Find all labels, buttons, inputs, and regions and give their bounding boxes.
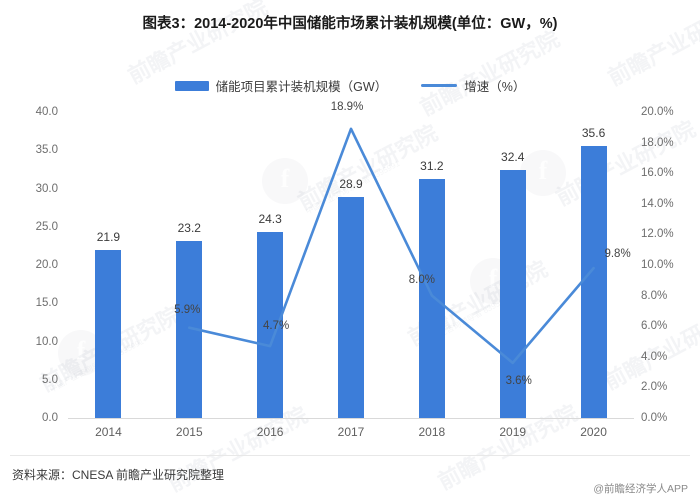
right-axis-tick-label: 10.0% [641,259,674,271]
line-value-label-2020: 9.8% [604,248,631,261]
left-axis-tick-label: 5.0 [42,373,58,386]
right-axis-tick-label: 18.0% [641,136,674,149]
x-axis-tick-2016: 2016 [256,425,284,439]
line-value-label-2016: 4.7% [263,320,290,333]
watermark-text: 前瞻产业研究院 [415,26,564,121]
right-axis-tick-label: 12.0% [641,228,674,241]
line-value-label-2019: 3.6% [505,374,532,387]
x-axis-tick-2014: 2014 [95,425,122,439]
x-axis-tick-2015: 2015 [175,425,203,439]
bar-value-label-2020: 35.6 [581,125,606,140]
legend-item-line-series[interactable]: 增速（%） [421,76,525,95]
left-axis-tick-label: 25.0 [35,220,58,233]
attribution-note: @前瞻经济学人APP [593,483,688,495]
right-axis-tick-label: 0.0% [641,412,668,424]
bar-value-label-2015: 23.2 [177,220,201,235]
right-axis-tick-label: 16.0% [641,167,674,180]
legend-label-line-series: 增速（%） [464,80,526,94]
bar-value-label-2017: 28.9 [339,176,363,191]
bar-2018[interactable] [418,179,445,418]
x-axis-tick-2019: 2019 [499,425,527,439]
x-axis-tick-2020: 2020 [580,425,607,439]
left-axis-tick-label: 15.0 [35,297,58,310]
x-axis-tick-2018: 2018 [418,425,446,439]
bar-value-label-2016: 24.3 [258,212,282,227]
line-series-swatch-icon [421,84,458,87]
bar-value-label-2014: 21.9 [96,230,121,245]
right-axis-tick-label: 2.0% [641,381,668,394]
left-axis-tick-label: 30.0 [35,182,58,195]
growth-rate-line [188,127,595,365]
watermark-logo [262,158,308,204]
right-axis-tick-label: 6.0% [641,320,668,333]
bar-2014[interactable] [95,250,122,418]
bar-2020[interactable] [580,145,607,418]
legend-label-bar-series: 储能项目累计装机规模（GW） [215,80,388,94]
bar-2017[interactable] [338,196,364,418]
chart-legend: 储能项目累计装机规模（GW） 增速（%） [0,76,700,95]
right-axis-tick-label: 20.0% [641,106,674,118]
page-title: 图表3：2014-2020年中国储能市场累计装机规模(单位：GW，%) [142,16,558,32]
x-axis-tick-2017: 2017 [337,425,365,439]
category-axis-baseline [68,418,634,419]
bar-value-label-2019: 32.4 [501,150,525,165]
right-axis-tick-label: 14.0% [641,197,674,210]
bar-value-label-2018: 31.2 [420,159,444,174]
line-value-label-2015: 5.9% [174,303,201,316]
footer-divider [10,455,690,456]
line-value-label-2018: 8.0% [408,273,435,286]
bar-2015[interactable] [176,240,203,418]
left-axis-tick-label: 20.0 [35,259,58,271]
left-axis-tick-label: 35.0 [35,144,58,157]
line-value-label-2017: 18.9% [330,100,364,113]
source-note: 资料来源：CNESA 前瞻产业研究院整理 [12,468,225,482]
left-axis-tick-label: 0.0 [42,412,58,424]
left-axis-tick-label: 40.0 [35,106,58,118]
watermark-logo [520,150,566,196]
legend-item-bar-series[interactable]: 储能项目累计装机规模（GW） [174,76,388,95]
bar-series-swatch-icon [174,80,209,91]
right-axis-tick-label: 8.0% [641,289,668,302]
left-axis-tick-label: 10.0 [35,335,58,348]
right-axis-tick-label: 4.0% [641,350,668,363]
